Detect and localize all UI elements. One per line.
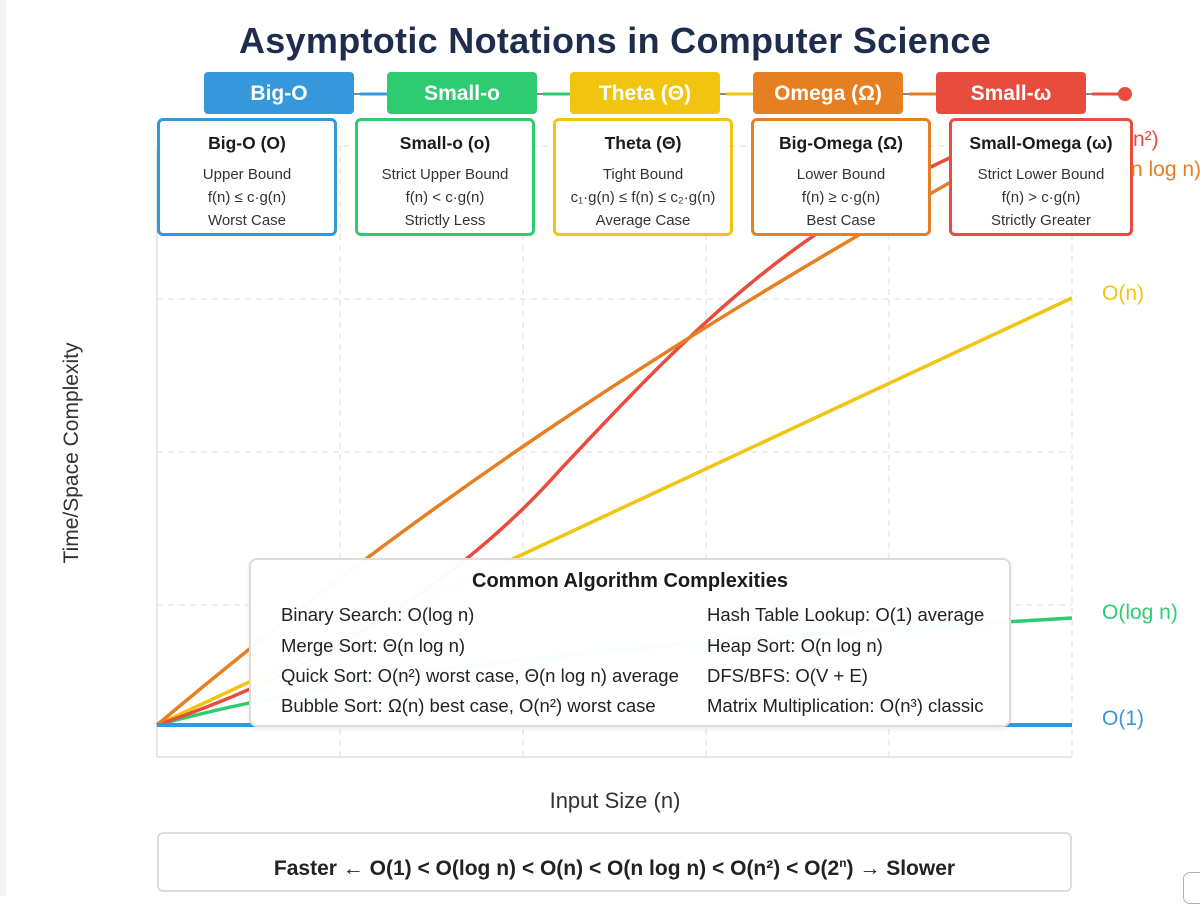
curve-label-n-squared: n²) <box>1133 128 1159 151</box>
card-big-omega: Big-Omega (Ω) Lower Bound f(n) ≥ c·g(n) … <box>751 118 931 236</box>
complexity-ordering-bar: Faster ← O(1) < O(log n) < O(n) < O(n lo… <box>157 832 1072 892</box>
card-small-o: Small-o (o) Strict Upper Bound f(n) < c·… <box>355 118 535 236</box>
card-case: Strictly Greater <box>990 212 1092 229</box>
corner-button[interactable] <box>1183 872 1200 904</box>
card-formula: c₁·g(n) ≤ f(n) ≤ c₂·g(n) <box>570 189 716 206</box>
card-formula: f(n) > c·g(n) <box>1001 189 1081 206</box>
page-title: Asymptotic Notations in Computer Science <box>238 20 992 61</box>
card-bound: Lower Bound <box>796 166 886 183</box>
card-case: Best Case <box>806 212 876 229</box>
algorithm-item: Matrix Multiplication: O(n³) classic <box>707 695 984 716</box>
card-title: Theta (Θ) <box>604 133 682 153</box>
y-axis-label: Time/Space Complexity <box>60 342 83 564</box>
connector-end-dot <box>1118 87 1132 101</box>
card-bound: Tight Bound <box>602 166 684 183</box>
tab-theta[interactable]: Theta (Θ) <box>570 72 720 114</box>
window-edge <box>0 0 6 896</box>
tab-big-o[interactable]: Big-O <box>204 72 354 114</box>
ordering-exponent: n <box>839 856 847 870</box>
card-bound: Upper Bound <box>202 166 292 183</box>
card-small-omega: Small-Omega (ω) Strict Lower Bound f(n) … <box>949 118 1133 236</box>
tab-small-o[interactable]: Small-o <box>387 72 537 114</box>
curve-label-log-n: O(log n) <box>1102 601 1178 624</box>
card-big-o: Big-O (O) Upper Bound f(n) ≤ c·g(n) Wors… <box>157 118 337 236</box>
algorithm-item: Binary Search: O(log n) <box>281 604 475 625</box>
card-case: Average Case <box>595 212 691 229</box>
panel-title: Common Algorithm Complexities <box>472 570 788 592</box>
ordering-text: Faster ← O(1) < O(log n) < O(n) < O(n lo… <box>273 857 840 880</box>
card-bound: Strict Upper Bound <box>381 166 509 183</box>
algorithm-item: Heap Sort: O(n log n) <box>707 635 883 656</box>
card-case: Worst Case <box>207 212 287 229</box>
card-title: Big-O (O) <box>208 133 286 153</box>
algorithm-item: DFS/BFS: O(V + E) <box>707 665 868 686</box>
curve-label-n-log-n: n log n) <box>1131 158 1200 181</box>
card-case: Strictly Less <box>404 212 486 229</box>
tab-small-omega[interactable]: Small-ω <box>936 72 1086 114</box>
algorithm-item: Merge Sort: Θ(n log n) <box>281 635 466 656</box>
tab-omega[interactable]: Omega (Ω) <box>753 72 903 114</box>
card-bound: Strict Lower Bound <box>977 166 1105 183</box>
card-title: Big-Omega (Ω) <box>779 133 903 153</box>
card-formula: f(n) < c·g(n) <box>405 189 485 206</box>
card-formula: f(n) ≤ c·g(n) <box>207 189 287 206</box>
ordering-suffix: ) → Slower <box>846 857 956 880</box>
algorithm-item: Quick Sort: O(n²) worst case, Θ(n log n)… <box>281 665 679 686</box>
x-axis-label: Input Size (n) <box>549 788 681 813</box>
algorithm-item: Bubble Sort: Ω(n) best case, O(n²) worst… <box>281 695 656 716</box>
card-title: Small-o (o) <box>399 133 491 153</box>
card-title: Small-Omega (ω) <box>969 133 1113 153</box>
algorithm-complexities-panel: Common Algorithm Complexities Binary Sea… <box>249 558 1011 727</box>
card-formula: f(n) ≥ c·g(n) <box>801 189 881 206</box>
card-theta: Theta (Θ) Tight Bound c₁·g(n) ≤ f(n) ≤ c… <box>553 118 733 236</box>
algorithm-item: Hash Table Lookup: O(1) average <box>707 604 985 625</box>
curve-label-constant: O(1) <box>1102 707 1144 730</box>
curve-label-linear: O(n) <box>1102 282 1144 305</box>
